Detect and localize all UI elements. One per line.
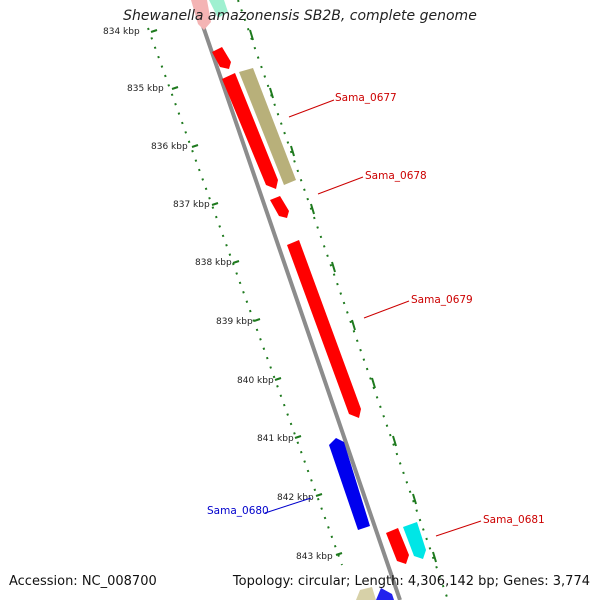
tick-mark-837 [211,202,219,206]
gene-sama-0681[interactable] [386,528,409,564]
gene-red-small-2[interactable] [270,196,289,218]
leader-sama-0679 [363,300,410,319]
outer-major-tick [310,203,315,215]
genome-backbone [192,0,402,600]
outer-major-tick [269,87,274,99]
accession-text: Accession: NC_008700 [9,574,157,589]
leader-sama-0680 [264,497,312,514]
tick-mark-836 [191,144,199,148]
gene-top-pink[interactable] [191,0,211,30]
outer-major-tick [351,319,356,331]
gene-cyan[interactable] [403,522,426,559]
tick-mark-841 [294,435,302,439]
outer-major-tick [371,377,376,389]
tick-label-840: 840 kbp [237,376,274,386]
gene-red-small-1[interactable] [212,47,231,69]
tick-mark-834 [150,29,158,33]
tick-label-837: 837 kbp [173,200,210,210]
gene-label-sama-0679[interactable]: Sama_0679 [411,294,473,306]
outer-major-tick [392,435,397,447]
gene-sama-0680[interactable] [329,438,370,530]
genome-summary-text: Topology: circular; Length: 4,306,142 bp… [232,574,590,589]
gene-label-sama-0677[interactable]: Sama_0677 [335,92,397,104]
tick-label-841: 841 kbp [257,434,294,444]
gene-label-sama-0680[interactable]: Sama_0680 [207,505,269,517]
outer-major-tick [432,551,437,563]
leader-sama-0678 [317,176,364,195]
tick-label-836: 836 kbp [151,142,188,152]
label-leaders [264,99,482,537]
outer-major-tick [412,493,417,505]
gene-label-sama-0678[interactable]: Sama_0678 [365,170,427,182]
tick-label-835: 835 kbp [127,84,164,94]
tick-label-838: 838 kbp [195,258,232,268]
leader-sama-0677 [288,99,335,118]
gene-tan[interactable] [239,68,296,185]
kbp-ticks: 834 kbp 835 kbp 836 kbp 837 kbp 838 kbp … [103,27,437,563]
tick-label-843: 843 kbp [296,552,333,562]
gene-sama-0679[interactable] [287,240,361,418]
outer-major-tick [331,261,336,273]
tick-mark-835 [171,86,179,90]
tick-label-839: 839 kbp [216,317,253,327]
outer-major-tick [290,145,295,157]
leader-sama-0681 [435,520,482,537]
tick-label-834: 834 kbp [103,27,140,37]
gene-bottom-tan[interactable] [356,587,376,600]
gene-bottom-blue[interactable] [376,588,394,600]
tick-label-842: 842 kbp [277,493,314,503]
map-title: Shewanella amazonensis SB2B, complete ge… [123,8,477,24]
gene-sama-0677[interactable] [222,73,278,189]
tick-mark-842 [315,493,323,497]
tick-mark-843 [335,552,343,556]
tick-mark-840 [274,377,282,381]
tick-mark-839 [253,318,261,322]
tick-mark-838 [232,260,240,264]
gene-top-cyan[interactable] [209,0,228,18]
gene-label-sama-0681[interactable]: Sama_0681 [483,514,545,526]
outer-major-tick [249,29,254,41]
genes [191,0,426,600]
